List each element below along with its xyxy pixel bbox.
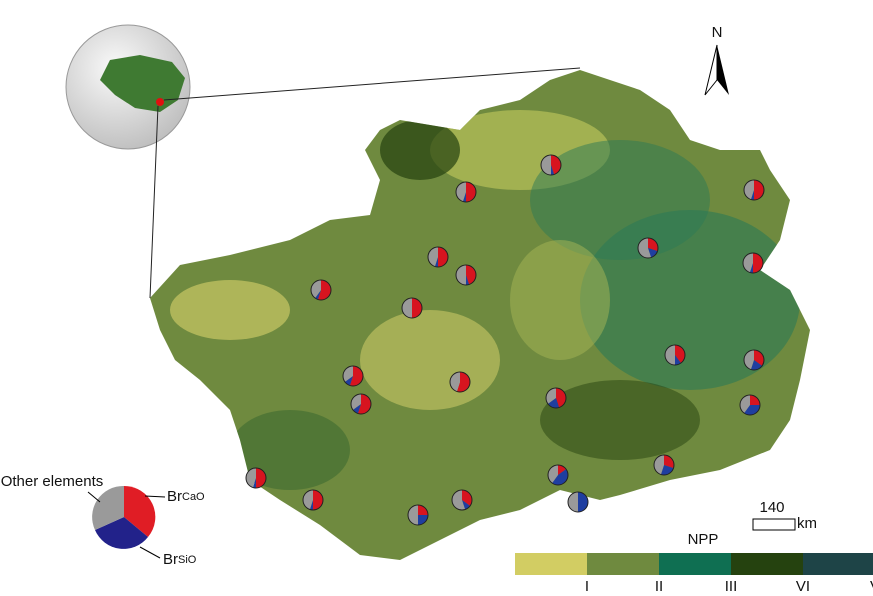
npp-class: [731, 553, 803, 575]
leader-line: [164, 68, 580, 100]
npp-class: [659, 553, 731, 575]
legend-label: BrCaO: [167, 488, 205, 505]
npp-class: [515, 553, 587, 575]
npp-title: NPP: [688, 531, 719, 548]
scale-unit: km: [797, 515, 817, 532]
npp-class: [587, 553, 659, 575]
npp-class-label: VI: [796, 578, 810, 595]
scale-bar: [753, 519, 795, 530]
legend-label: Other elements: [1, 473, 104, 490]
npp-class-label: III: [725, 578, 738, 595]
pie-slice: [568, 492, 578, 512]
npp-class: [803, 553, 873, 575]
npp-class-label: I: [585, 578, 589, 595]
location-dot: [156, 98, 164, 106]
scale-value: 140: [759, 499, 784, 516]
north-arrow: [717, 45, 729, 95]
npp-class-label: II: [655, 578, 663, 595]
north-arrow: [705, 45, 717, 95]
north-label: N: [712, 24, 723, 41]
legend-pie: [88, 486, 165, 558]
map-figure: N Other elements BrCaO BrSiO 140 km NPP …: [0, 0, 873, 596]
legend-label: BrSiO: [163, 551, 197, 568]
